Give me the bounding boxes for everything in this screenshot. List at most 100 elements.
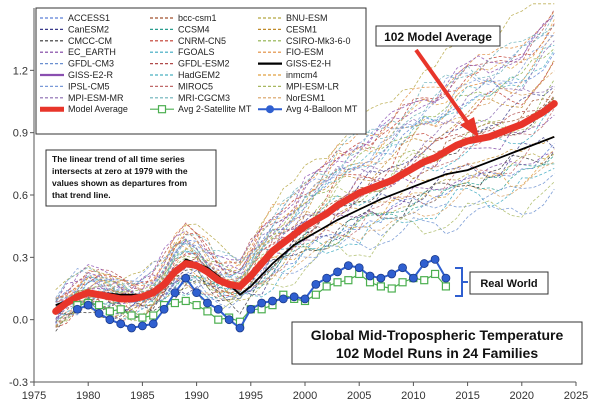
balloon-point — [192, 288, 202, 298]
x-tick-label: 2025 — [564, 390, 588, 402]
balloon-point — [137, 321, 147, 331]
satellite-point — [322, 282, 331, 291]
satellite-point — [192, 301, 201, 310]
x-tick-label: 2020 — [510, 390, 534, 402]
balloon-point — [94, 309, 104, 318]
legend-label: Model Average — [68, 104, 128, 114]
balloon-point — [398, 263, 407, 273]
svg-text:intersects at zero at 1979 wit: intersects at zero at 1979 with the — [52, 166, 188, 176]
legend-label: ACCESS1 — [68, 13, 110, 23]
satellite-point — [181, 296, 190, 306]
satellite-point — [376, 282, 385, 291]
real-world-label-box — [469, 271, 549, 295]
satellite-point — [105, 307, 114, 316]
legend-entry: BNU-ESM — [258, 13, 328, 23]
legend-entry: CNRM-CN5 — [150, 36, 226, 46]
model-run-line — [55, 25, 555, 302]
legend-label: GISS-E2-R — [68, 70, 114, 80]
model-run-line — [55, 35, 555, 299]
x-tick-label: 1990 — [184, 390, 208, 402]
balloon-point — [116, 319, 126, 329]
legend-label: CSIRO-Mk3-6-0 — [286, 36, 351, 46]
balloon-point — [105, 315, 115, 325]
model-run-line — [55, 108, 555, 303]
legend-entry: HadGEM2 — [150, 70, 220, 80]
svg-text:that trend line.: that trend line. — [52, 190, 111, 200]
x-tick-label: 2000 — [293, 390, 317, 402]
x-tick-label: 2005 — [347, 390, 371, 402]
model-run-line — [55, 181, 555, 322]
trend-note: The linear trend of all time series inte… — [45, 149, 217, 207]
model-run-line — [55, 16, 555, 311]
legend-entry: FGOALS — [150, 47, 215, 57]
model-average-annotation: 102 Model Average — [375, 25, 501, 138]
legend-label: GFDL-ESM2 — [178, 59, 230, 69]
y-tick-label: 0.3 — [13, 252, 28, 264]
balloon-point — [408, 273, 418, 283]
balloon-point — [268, 296, 277, 306]
trend-note-line-1: The linear trend of all time series — [52, 154, 185, 164]
real-world-label: Real World — [480, 278, 537, 290]
satellite-point — [398, 278, 407, 287]
legend-marker — [157, 105, 167, 114]
model-run-line — [55, 149, 555, 314]
legend-entry: GFDL-CM3 — [40, 59, 114, 69]
svg-text:102 Model Average: 102 Model Average — [384, 30, 492, 44]
model-run-line — [55, 98, 555, 327]
model-run-line — [55, 48, 555, 311]
y-tick-label: 0.0 — [13, 315, 28, 327]
model-run-line — [55, 136, 555, 327]
satellite-point — [420, 276, 429, 285]
svg-text:The linear trend of all time s: The linear trend of all time series — [52, 154, 185, 164]
legend-label: EC_EARTH — [68, 47, 116, 57]
satellite-point — [333, 278, 342, 287]
series-layer — [52, 100, 558, 333]
satellite-point — [138, 313, 147, 322]
legend-entry: MPI-ESM-MR — [40, 93, 124, 103]
legend-label: MPI-ESM-MR — [68, 93, 124, 103]
legend-entry: CSIRO-Mk3-6-0 — [258, 36, 351, 46]
legend-entry: bcc-csm1 — [150, 13, 217, 23]
svg-text:Global Mid-Tropospheric Temper: Global Mid-Tropospheric Temperature — [311, 327, 564, 343]
x-tick-label: 1995 — [239, 390, 263, 402]
trend-note-line-4: that trend line. — [52, 190, 111, 200]
satellite-point — [149, 311, 158, 320]
trend-note-box — [45, 149, 217, 207]
satellite-point — [430, 269, 440, 279]
real-world-annotation: Real World — [455, 267, 549, 297]
balloon-point — [354, 263, 364, 273]
satellite-point — [311, 290, 320, 299]
axes: -0.3 0.0 0.3 0.6 0.9 1.2 1975 1980 1985 1990 1995 2… — [9, 8, 588, 402]
legend-entry: Avg 4-Balloon MT — [258, 104, 358, 114]
model-run-line — [55, 70, 555, 299]
balloon-point — [127, 323, 136, 333]
real-world-bracket — [455, 267, 468, 297]
legend-entry: NorESM1 — [258, 93, 325, 103]
model-run-line — [55, 40, 555, 321]
legend-label: CanESM2 — [68, 24, 109, 34]
legend-entry: MRI-CGCM3 — [150, 93, 230, 103]
balloon-point — [333, 267, 342, 277]
balloon-point — [387, 269, 397, 279]
legend: ACCESS1 bcc-csm1 BNU-ESM CanESM2 CCSM4 CESM1 C… — [35, 7, 367, 135]
x-tick-label: 2010 — [401, 390, 425, 402]
legend-entry: GFDL-ESM2 — [150, 59, 230, 69]
model-run-line — [55, 153, 555, 323]
legend-label: bcc-csm1 — [178, 13, 217, 23]
legend-label: BNU-ESM — [286, 13, 328, 23]
model-run-line — [55, 52, 555, 302]
trend-note-line-3: values shown as departures from — [52, 178, 188, 188]
satellite-point — [116, 305, 125, 314]
title-box — [291, 321, 583, 365]
svg-text:Real World: Real World — [480, 278, 537, 290]
legend-marker — [266, 105, 274, 114]
model-average-label-box — [375, 25, 501, 47]
legend-label: NorESM1 — [286, 93, 325, 103]
balloon-point — [181, 273, 191, 283]
legend-entry: MIROC5 — [150, 81, 213, 91]
balloon-point — [430, 255, 440, 264]
model-run-line — [55, 167, 555, 322]
satellite-point — [441, 282, 451, 291]
legend-entry: CMCC-CM — [40, 36, 112, 46]
